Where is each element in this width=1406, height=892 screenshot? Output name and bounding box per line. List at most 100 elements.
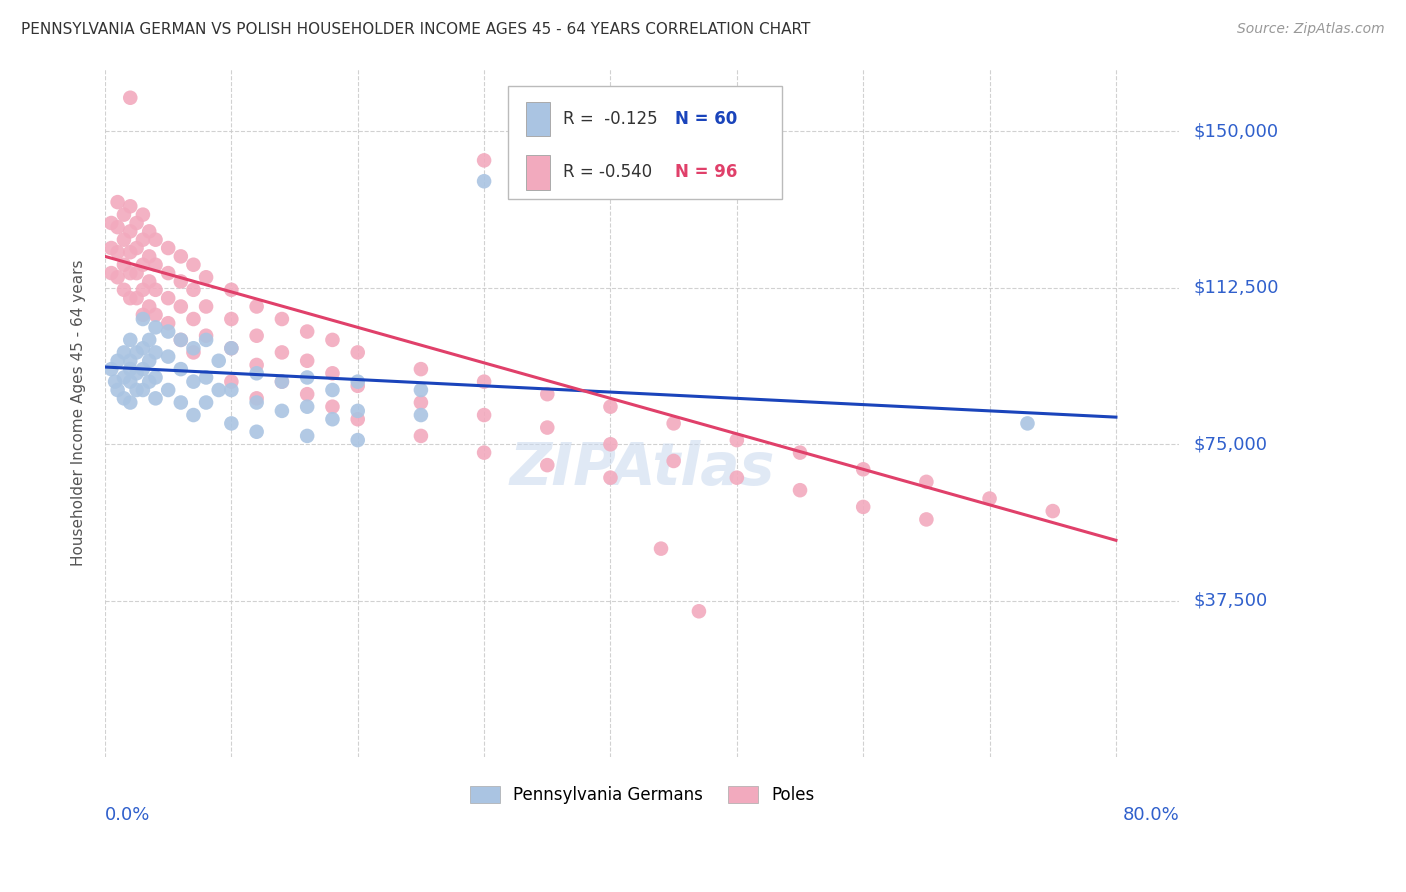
Point [132, 258, 155, 272]
Point [1042, 504, 1064, 518]
Point [138, 249, 160, 263]
Text: $112,500: $112,500 [1194, 278, 1278, 297]
Text: $150,000: $150,000 [1194, 122, 1278, 140]
Point [170, 249, 193, 263]
Point [112, 283, 135, 297]
Point [472, 375, 495, 389]
Point [157, 350, 180, 364]
Point [409, 408, 432, 422]
Point [208, 353, 231, 368]
Point [346, 412, 368, 426]
Bar [526, 155, 550, 190]
Point [100, 266, 122, 280]
Point [157, 325, 180, 339]
Point [112, 208, 135, 222]
Point [221, 283, 243, 297]
Point [246, 328, 269, 343]
Point [100, 362, 122, 376]
Point [221, 341, 243, 355]
Point [138, 353, 160, 368]
Point [107, 245, 129, 260]
Point [132, 362, 155, 376]
Point [157, 266, 180, 280]
Point [472, 174, 495, 188]
Point [1017, 417, 1039, 431]
Point [157, 383, 180, 397]
Point [536, 387, 558, 401]
Point [120, 245, 142, 260]
Point [112, 392, 135, 406]
Point [321, 366, 343, 380]
Point [138, 300, 160, 314]
Point [138, 224, 160, 238]
Text: PENNSYLVANIA GERMAN VS POLISH HOUSEHOLDER INCOME AGES 45 - 64 YEARS CORRELATION : PENNSYLVANIA GERMAN VS POLISH HOUSEHOLDE… [21, 22, 810, 37]
Legend: Pennsylvania Germans, Poles: Pennsylvania Germans, Poles [463, 780, 821, 811]
Point [195, 333, 218, 347]
Point [650, 541, 672, 556]
Point [195, 328, 218, 343]
Text: N = 96: N = 96 [675, 163, 738, 181]
Point [125, 241, 148, 255]
Point [157, 291, 180, 305]
Point [246, 300, 269, 314]
Point [246, 358, 269, 372]
Point [246, 392, 269, 406]
Point [125, 216, 148, 230]
Text: 80.0%: 80.0% [1122, 805, 1180, 823]
Point [472, 153, 495, 168]
Point [120, 291, 142, 305]
Point [107, 383, 129, 397]
Point [138, 333, 160, 347]
Point [170, 333, 193, 347]
Point [271, 345, 294, 359]
Point [599, 471, 621, 485]
Point [125, 366, 148, 380]
Point [125, 266, 148, 280]
Point [112, 258, 135, 272]
Point [789, 483, 811, 498]
Point [170, 395, 193, 409]
Point [599, 400, 621, 414]
Text: $37,500: $37,500 [1194, 591, 1267, 610]
Text: $75,000: $75,000 [1194, 435, 1267, 453]
Point [107, 270, 129, 285]
Point [346, 345, 368, 359]
Point [346, 404, 368, 418]
Text: N = 60: N = 60 [675, 110, 738, 128]
Point [145, 308, 167, 322]
Text: ZIPAtlas: ZIPAtlas [509, 440, 775, 497]
Point [472, 408, 495, 422]
Point [246, 395, 269, 409]
Point [112, 233, 135, 247]
Point [183, 258, 205, 272]
Point [536, 458, 558, 472]
Point [409, 383, 432, 397]
Y-axis label: Householder Income Ages 45 - 64 years: Householder Income Ages 45 - 64 years [72, 260, 86, 566]
Point [120, 224, 142, 238]
Point [125, 345, 148, 359]
Point [271, 375, 294, 389]
Point [246, 366, 269, 380]
Point [120, 199, 142, 213]
Point [195, 270, 218, 285]
Point [321, 383, 343, 397]
Point [295, 353, 318, 368]
Text: R =  -0.125: R = -0.125 [562, 110, 657, 128]
Point [145, 283, 167, 297]
Point [472, 445, 495, 459]
Point [725, 471, 748, 485]
Text: R = -0.540: R = -0.540 [562, 163, 652, 181]
Point [132, 383, 155, 397]
Point [120, 362, 142, 376]
Point [852, 462, 875, 476]
Point [120, 266, 142, 280]
Point [132, 308, 155, 322]
Point [132, 341, 155, 355]
Point [170, 362, 193, 376]
Point [120, 353, 142, 368]
Point [100, 216, 122, 230]
Point [221, 312, 243, 326]
Point [138, 375, 160, 389]
Point [104, 375, 127, 389]
Point [221, 383, 243, 397]
